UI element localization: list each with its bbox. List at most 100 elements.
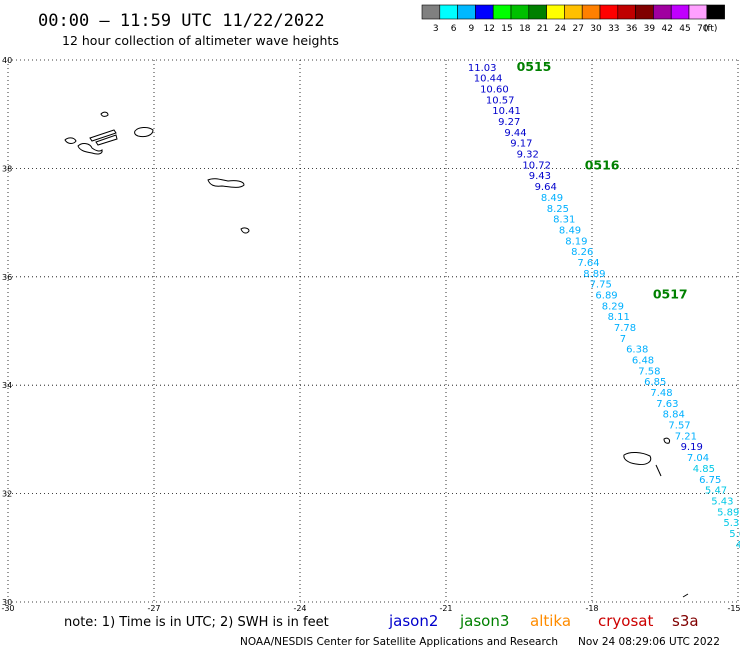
swh-value-label: 8.84 — [663, 410, 685, 421]
swh-value-label: 5.43 — [711, 496, 733, 507]
longitude-tick-label: -24 — [293, 604, 306, 613]
latitude-tick-label: 40 — [2, 56, 12, 65]
swh-value-label: 7.63 — [656, 399, 678, 410]
swh-value-label: 10.44 — [474, 74, 503, 85]
colorbar-swatch — [475, 4, 494, 20]
colorbar-label: 12 — [483, 24, 494, 34]
swh-value-label: 5.60 — [729, 529, 740, 540]
colorbar-label: 24 — [555, 24, 567, 34]
swh-value-label: 8.19 — [565, 236, 587, 247]
swh-value-label: 5.47 — [705, 486, 727, 497]
lat-lon-grid — [7, 59, 739, 603]
colorbar-label: (ft) — [704, 24, 718, 34]
colorbar-label: 45 — [679, 24, 690, 34]
longitude-tick-label: -30 — [1, 604, 14, 613]
latitude-tick-label: 30 — [2, 598, 12, 607]
swh-value-label: 8.11 — [608, 312, 630, 323]
swh-value-label: 10.57 — [486, 95, 515, 106]
swh-value-label: 7.04 — [687, 453, 709, 464]
colorbar-swatch — [670, 4, 690, 20]
longitude-tick-label: -21 — [439, 604, 452, 613]
longitude-tick-label: -27 — [147, 604, 160, 613]
satellite-legend-entry: s3a — [672, 612, 699, 630]
swh-value-label: 6.48 — [632, 356, 654, 367]
colorbar-swatch — [635, 4, 654, 20]
colorbar-label: 15 — [501, 24, 512, 34]
colorbar-label: 27 — [572, 24, 583, 34]
swh-value-label: 9.43 — [529, 171, 551, 182]
chart-title: 00:00 – 11:59 UTC 11/22/2022 — [38, 11, 325, 31]
colorbar-swatch — [653, 4, 672, 20]
satellite-legend: jason2 jason3 altika cryosat s3a — [388, 612, 699, 630]
island-outline — [207, 178, 245, 188]
colorbar-swatch — [528, 4, 547, 20]
island-outline — [134, 127, 154, 138]
island-outline — [100, 111, 109, 117]
swh-value-label: 8.29 — [602, 301, 624, 312]
wave-height-colorbar: 3 6 9 12 15 18 21 24 27 30 33 36 39 42 45 70(ft) — [421, 4, 725, 34]
latitude-tick-label: 32 — [2, 490, 12, 499]
colorbar-label: 70 — [697, 24, 709, 34]
colorbar-label: 6 — [451, 24, 457, 34]
colorbar-label: 36 — [626, 24, 638, 34]
colorbar-swatch — [546, 4, 565, 20]
swh-value-label: 6.89 — [595, 290, 617, 301]
island-outline — [655, 464, 662, 477]
satellite-legend-entry: altika — [530, 612, 571, 630]
island-outline — [95, 134, 118, 146]
colorbar-swatch — [457, 4, 476, 20]
swh-value-label: 7 — [620, 334, 626, 345]
colorbar-swatch — [617, 4, 636, 20]
satellite-legend-entry: jason2 — [388, 612, 438, 630]
latitude-tick-label: 34 — [2, 381, 12, 390]
swh-value-label: 6.85 — [644, 377, 666, 388]
swh-value-label: 8.26 — [571, 247, 593, 258]
colorbar-label: 42 — [661, 24, 672, 34]
island-outline — [64, 137, 77, 144]
swh-value-label: 5.89 — [717, 507, 739, 518]
longitude-tick-label: -15 — [727, 604, 740, 613]
swh-value-label: 8.31 — [553, 215, 575, 226]
island-outline — [89, 129, 117, 142]
swh-value-label: 4.85 — [693, 464, 715, 475]
swh-value-label: 8.25 — [547, 204, 569, 215]
swh-value-label: 9.64 — [535, 182, 557, 193]
generated-timestamp: Nov 24 08:29:06 UTC 2022 — [578, 636, 720, 648]
island-outline — [663, 437, 670, 444]
colorbar-swatch — [599, 4, 619, 20]
swh-value-label: 7.58 — [638, 366, 660, 377]
swh-value-label: 7.64 — [577, 258, 599, 269]
satellite-legend-entry: cryosat — [598, 612, 653, 630]
colorbar-swatch — [439, 4, 458, 20]
swh-value-label: 7.75 — [590, 280, 612, 291]
swh-value-label: 8.49 — [541, 193, 563, 204]
colorbar-label: 3 — [433, 24, 439, 34]
satellite-legend-entry: jason3 — [459, 612, 509, 630]
island-outline — [623, 452, 652, 465]
colorbar-label: 9 — [469, 24, 475, 34]
latitude-tick-label: 36 — [2, 273, 12, 282]
swh-value-label: 5.32 — [723, 518, 740, 529]
colorbar-swatch — [706, 4, 725, 20]
swh-value-label: 9.19 — [681, 442, 703, 453]
swh-value-label: 7.21 — [675, 431, 697, 442]
island-outline — [240, 227, 250, 234]
swh-value-label: 6.38 — [626, 345, 648, 356]
island-outline — [77, 143, 103, 155]
swh-value-label: 10.41 — [492, 106, 521, 117]
swh-value-label: 10.72 — [522, 160, 551, 171]
colorbar-swatch — [492, 4, 512, 20]
swh-value-label: 7.48 — [650, 388, 672, 399]
credit-text: NOAA/NESDIS Center for Satellite Applica… — [240, 636, 558, 648]
colorbar-swatch — [581, 4, 601, 20]
swh-observations: 11.0310.4410.6010.5710.419.279.449.179.3… — [468, 63, 740, 551]
swh-value-label: 9.17 — [510, 139, 532, 150]
swh-value-label: 7.57 — [668, 421, 690, 432]
swh-value-label: 6.75 — [699, 475, 721, 486]
colorbar-swatch — [564, 4, 583, 20]
colorbar-swatch — [688, 4, 708, 20]
swh-value-label: 11.03 — [468, 63, 497, 74]
island-outline — [682, 593, 689, 598]
colorbar-swatch — [421, 4, 441, 20]
swh-value-label: 10.60 — [480, 85, 509, 96]
